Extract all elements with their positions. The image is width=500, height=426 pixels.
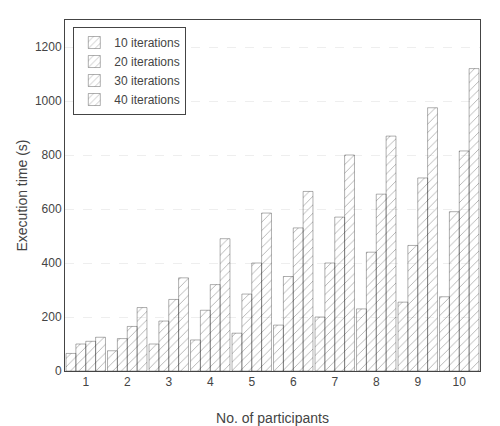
- svg-text:6: 6: [290, 375, 297, 389]
- svg-text:5: 5: [248, 375, 255, 389]
- svg-text:8: 8: [373, 375, 380, 389]
- svg-text:40 iterations: 40 iterations: [114, 93, 179, 107]
- svg-text:0: 0: [55, 364, 62, 378]
- svg-text:10 iterations: 10 iterations: [114, 36, 179, 50]
- svg-text:Execution time (s): Execution time (s): [14, 139, 30, 251]
- svg-text:1000: 1000: [35, 94, 62, 108]
- svg-text:1200: 1200: [35, 40, 62, 54]
- svg-text:1: 1: [82, 375, 89, 389]
- svg-text:200: 200: [42, 310, 62, 324]
- svg-text:4: 4: [207, 375, 214, 389]
- svg-text:10: 10: [453, 375, 467, 389]
- svg-text:9: 9: [414, 375, 421, 389]
- svg-text:400: 400: [42, 256, 62, 270]
- svg-text:No. of participants: No. of participants: [216, 410, 329, 426]
- svg-text:2: 2: [124, 375, 131, 389]
- svg-text:3: 3: [165, 375, 172, 389]
- svg-text:20 iterations: 20 iterations: [114, 55, 179, 69]
- svg-text:7: 7: [331, 375, 338, 389]
- svg-text:30 iterations: 30 iterations: [114, 74, 179, 88]
- svg-text:600: 600: [42, 202, 62, 216]
- svg-text:800: 800: [42, 148, 62, 162]
